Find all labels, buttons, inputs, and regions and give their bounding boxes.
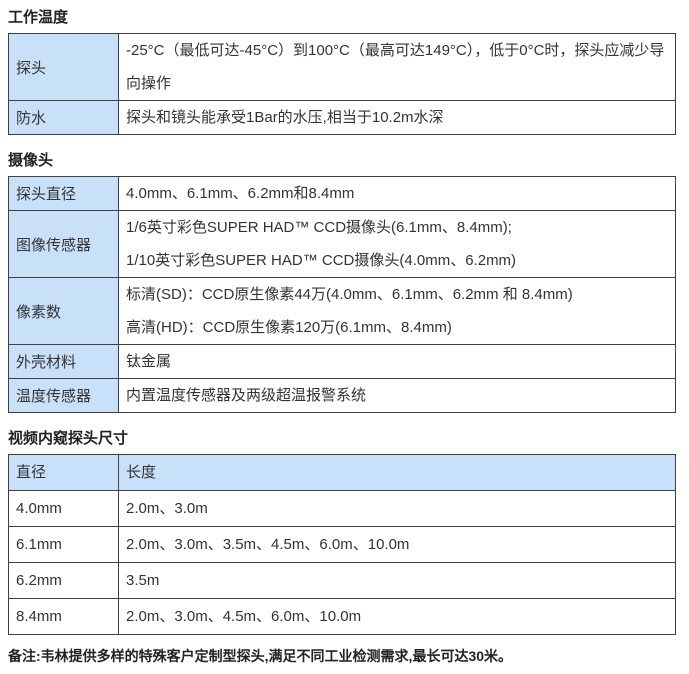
row-label-image-sensor: 图像传感器 — [8, 210, 119, 278]
value-line: 高清(HD)：CCD原生像素120万(6.1mm、8.4mm) — [126, 319, 452, 336]
section-probe-dimensions: 视频内窥探头尺寸 直径 长度 4.0mm 2.0m、3.0m 6.1mm 2.0… — [8, 429, 676, 635]
row-value-pixel-count: 标清(SD)：CCD原生像素44万(4.0mm、6.1mm、6.2mm 和 8.… — [118, 277, 676, 345]
row-label-waterproof: 防水 — [8, 100, 119, 135]
section-title-camera: 摄像头 — [8, 152, 54, 169]
row-value-housing-material: 钛金属 — [118, 344, 676, 379]
column-header-diameter: 直径 — [8, 454, 119, 491]
row-value-waterproof: 探头和镜头能承受1Bar的水压,相当于10.2m水深 — [118, 100, 676, 135]
column-header-length: 长度 — [118, 454, 676, 491]
value-line: 钛金属 — [126, 353, 172, 370]
table-row: 6.1mm 2.0m、3.0m、3.5m、4.5m、6.0m、10.0m — [8, 526, 676, 563]
value-line: 4.0mm、6.1mm、6.2mm和8.4mm — [126, 185, 355, 202]
table-row: 防水 探头和镜头能承受1Bar的水压,相当于10.2m水深 — [8, 100, 676, 135]
section-working-temperature: 工作温度 探头 -25°C（最低可达-45°C）到100°C（最高可达149°C… — [8, 8, 676, 135]
cell-diameter: 8.4mm — [8, 598, 119, 635]
table-row: 探头直径 4.0mm、6.1mm、6.2mm和8.4mm — [8, 176, 676, 211]
value-line: 1/10英寸彩色SUPER HAD™ CCD摄像头(4.0mm、6.2mm) — [126, 252, 517, 269]
table-row: 6.2mm 3.5m — [8, 562, 676, 599]
row-label-probe-diameter: 探头直径 — [8, 176, 119, 211]
cell-diameter: 6.2mm — [8, 562, 119, 599]
row-label-probe: 探头 — [8, 33, 119, 101]
cell-lengths: 3.5m — [118, 562, 676, 599]
row-label-housing-material: 外壳材料 — [8, 344, 119, 379]
section-camera: 摄像头 探头直径 4.0mm、6.1mm、6.2mm和8.4mm 图像传感器 1… — [8, 151, 676, 413]
value-line: -25°C（最低可达-45°C）到100°C（最高可达149°C），低于0°C时… — [126, 42, 665, 92]
value-line: 1/6英寸彩色SUPER HAD™ CCD摄像头(6.1mm、8.4mm); — [126, 219, 512, 236]
value-line: 内置温度传感器及两级超温报警系统 — [126, 387, 367, 404]
cell-lengths: 2.0m、3.0m、3.5m、4.5m、6.0m、10.0m — [118, 526, 676, 563]
table-row: 探头 -25°C（最低可达-45°C）到100°C（最高可达149°C），低于0… — [8, 33, 676, 101]
row-value-probe-diameter: 4.0mm、6.1mm、6.2mm和8.4mm — [118, 176, 676, 211]
camera-spec-table: 探头直径 4.0mm、6.1mm、6.2mm和8.4mm 图像传感器 1/6英寸… — [8, 176, 676, 413]
table-row: 图像传感器 1/6英寸彩色SUPER HAD™ CCD摄像头(6.1mm、8.4… — [8, 210, 676, 278]
footnote: 备注:韦林提供多样的特殊客户定制型探头,满足不同工业检测需求,最长可达30米。 — [8, 648, 513, 664]
row-value-temperature-sensor: 内置温度传感器及两级超温报警系统 — [118, 378, 676, 413]
table-row: 8.4mm 2.0m、3.0m、4.5m、6.0m、10.0m — [8, 598, 676, 635]
working-temperature-table: 探头 -25°C（最低可达-45°C）到100°C（最高可达149°C），低于0… — [8, 33, 676, 135]
table-row: 温度传感器 内置温度传感器及两级超温报警系统 — [8, 378, 676, 413]
cell-lengths: 2.0m、3.0m — [118, 490, 676, 527]
cell-lengths: 2.0m、3.0m、4.5m、6.0m、10.0m — [118, 598, 676, 635]
table-row: 像素数 标清(SD)：CCD原生像素44万(4.0mm、6.1mm、6.2mm … — [8, 277, 676, 345]
cell-diameter: 4.0mm — [8, 490, 119, 527]
probe-dimensions-table: 直径 长度 4.0mm 2.0m、3.0m 6.1mm 2.0m、3.0m、3.… — [8, 454, 676, 635]
value-line: 探头和镜头能承受1Bar的水压,相当于10.2m水深 — [126, 109, 444, 126]
row-value-image-sensor: 1/6英寸彩色SUPER HAD™ CCD摄像头(6.1mm、8.4mm); 1… — [118, 210, 676, 278]
value-line: 标清(SD)：CCD原生像素44万(4.0mm、6.1mm、6.2mm 和 8.… — [126, 286, 573, 303]
table-row: 4.0mm 2.0m、3.0m — [8, 490, 676, 527]
section-title-working-temperature: 工作温度 — [8, 9, 69, 26]
row-label-pixel-count: 像素数 — [8, 277, 119, 345]
section-title-probe-dimensions: 视频内窥探头尺寸 — [8, 430, 129, 447]
row-value-probe: -25°C（最低可达-45°C）到100°C（最高可达149°C），低于0°C时… — [118, 33, 676, 101]
cell-diameter: 6.1mm — [8, 526, 119, 563]
table-row: 外壳材料 钛金属 — [8, 344, 676, 379]
row-label-temperature-sensor: 温度传感器 — [8, 378, 119, 413]
table-header-row: 直径 长度 — [8, 454, 676, 491]
